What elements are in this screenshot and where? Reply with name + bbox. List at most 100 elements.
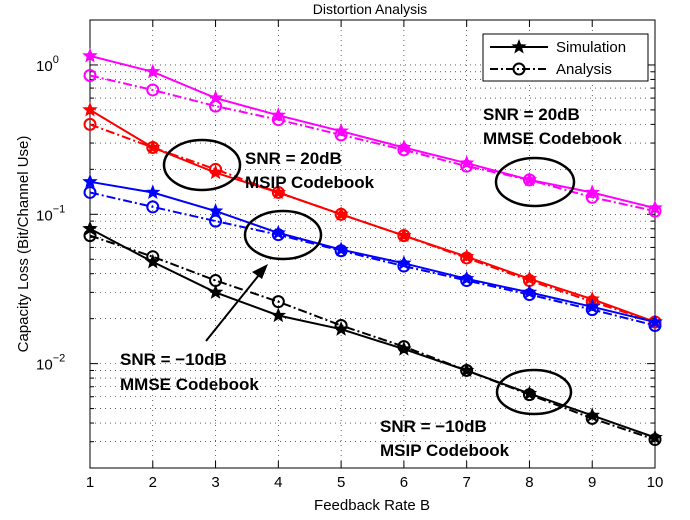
series-point-1 xyxy=(334,128,348,142)
series-point-7 xyxy=(585,411,599,425)
series-line-3 xyxy=(89,123,656,323)
y-tick-label-base: 10 xyxy=(36,58,53,75)
series-point-0 xyxy=(145,63,161,79)
series-point-5 xyxy=(146,200,160,214)
legend-analysis-label: Analysis xyxy=(556,61,612,78)
series-point-4 xyxy=(82,173,98,189)
annotation-mmse-20db: SNR = 20dB MMSE Codebook xyxy=(483,105,622,148)
x-tick-label: 8 xyxy=(525,474,533,491)
annotation-mmse-m10db-line2: MMSE Codebook xyxy=(120,375,259,394)
series-point-7 xyxy=(271,295,285,309)
x-tick-label: 3 xyxy=(211,474,219,491)
series-point-5 xyxy=(83,185,97,199)
series-point-1 xyxy=(146,83,160,97)
series-point-5 xyxy=(397,259,411,273)
series-point-6 xyxy=(207,284,224,299)
annotation-arrow xyxy=(205,269,264,342)
y-tick-label-base: 10 xyxy=(36,357,53,374)
series-point-7 xyxy=(83,229,97,243)
series-point-1 xyxy=(209,99,223,113)
annotation-ellipse-msip-m10db xyxy=(495,368,573,416)
series-line-1 xyxy=(89,74,656,213)
series-point-1 xyxy=(648,204,662,218)
series-point-4 xyxy=(145,184,161,199)
series-point-1 xyxy=(397,143,411,157)
series-point-5 xyxy=(522,288,536,302)
series-point-3 xyxy=(334,207,348,221)
series-point-5 xyxy=(460,274,474,288)
series-point-0 xyxy=(82,47,98,63)
series-point-5 xyxy=(334,244,348,258)
annotation-msip-20db-line1: SNR = 20dB xyxy=(245,149,342,168)
y-tick-label-base: 10 xyxy=(36,207,53,224)
x-axis: 1 2 3 4 5 6 7 8 9 10 xyxy=(86,20,664,491)
series-point-1 xyxy=(83,68,97,82)
series-point-2 xyxy=(82,101,98,117)
series-point-4 xyxy=(396,255,412,270)
series-point-3 xyxy=(460,251,474,265)
series-line-2 xyxy=(89,109,656,323)
series-point-0 xyxy=(396,139,412,155)
annotation-ellipse-mmse-20db xyxy=(494,156,576,208)
series-point-4 xyxy=(521,284,538,299)
annotation-msip-20db-line2: MSIP Codebook xyxy=(245,173,375,192)
annotation-msip-m10db: SNR = −10dB MSIP Codebook xyxy=(380,417,510,460)
series-point-6 xyxy=(82,220,98,236)
series-point-3 xyxy=(209,162,223,176)
y-tick-label: 10−2 xyxy=(36,353,65,374)
series-line-4 xyxy=(89,180,656,323)
legend-star-shape xyxy=(511,39,527,54)
x-tick-label: 2 xyxy=(149,474,157,491)
series-point-7 xyxy=(209,274,223,288)
y-tick-label-exponent: −1 xyxy=(53,203,66,215)
series-point-6 xyxy=(270,307,287,323)
series-line-0 xyxy=(89,54,656,210)
y-tick-label-exponent: 0 xyxy=(53,54,59,66)
series-point-7 xyxy=(522,388,536,402)
legend: Simulation Analysis xyxy=(482,33,649,82)
x-tick-label: 4 xyxy=(274,474,282,491)
series-point-3 xyxy=(146,141,160,155)
series-point-1 xyxy=(271,113,285,127)
series-line-5 xyxy=(89,191,656,327)
x-tick-label: 10 xyxy=(647,474,664,491)
annotation-mmse-m10db: SNR = −10dB MMSE Codebook xyxy=(120,350,259,394)
series-line-6 xyxy=(89,227,656,439)
x-tick-label: 1 xyxy=(86,474,94,491)
series-point-5 xyxy=(209,214,223,228)
series-point-3 xyxy=(397,229,411,243)
y-tick-label-exponent: −2 xyxy=(53,353,66,365)
legend-simulation-star-marker xyxy=(511,39,527,54)
annotation-arrowhead xyxy=(252,264,268,279)
series-point-7 xyxy=(146,250,160,264)
x-tick-label: 7 xyxy=(462,474,470,491)
x-tick-label: 5 xyxy=(337,474,345,491)
x-axis-label: Feedback Rate B xyxy=(314,497,430,514)
x-tick-label: 6 xyxy=(400,474,408,491)
series-point-4 xyxy=(207,202,224,218)
legend-box xyxy=(482,33,649,82)
legend-simulation-label: Simulation xyxy=(556,39,626,56)
series-point-3 xyxy=(271,185,285,199)
chart-title: Distortion Analysis xyxy=(313,1,427,17)
y-tick-label: 100 xyxy=(36,54,59,75)
series-point-6 xyxy=(647,429,663,445)
y-axis-label: Capacity Loss (Bit/Channel Use) xyxy=(15,136,32,353)
annotation-mmse-20db-line2: MMSE Codebook xyxy=(483,129,622,148)
grid xyxy=(90,20,655,468)
annotation-msip-m10db-line2: MSIP Codebook xyxy=(380,441,510,460)
series-point-1 xyxy=(522,173,536,187)
annotation-msip-20db: SNR = 20dB MSIP Codebook xyxy=(245,149,375,192)
plot-area-frame xyxy=(89,19,656,469)
legend-analysis-circle-marker xyxy=(512,62,526,76)
annotation-ellipse-msip-20db xyxy=(162,138,242,192)
annotation-mmse-m10db-line1: SNR = −10dB xyxy=(120,350,227,369)
series-point-7 xyxy=(460,363,474,377)
series-point-7 xyxy=(334,318,348,332)
series-point-5 xyxy=(585,303,599,317)
annotation-ellipse-mmse-m10db xyxy=(243,209,323,261)
x-tick-label: 9 xyxy=(588,474,596,491)
annotation-msip-m10db-line1: SNR = −10dB xyxy=(380,417,487,436)
